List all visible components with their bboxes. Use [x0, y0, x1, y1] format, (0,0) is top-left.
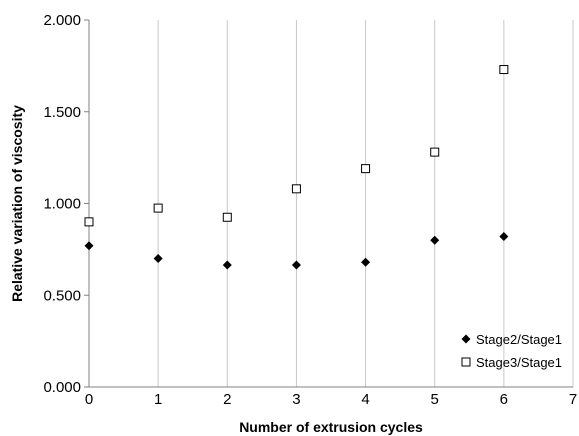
legend-marker-square	[461, 357, 471, 367]
x-tick-label: 3	[292, 391, 300, 408]
point-stage2-stage1	[153, 254, 163, 264]
point-stage3-stage1	[291, 184, 301, 194]
x-tick-label: 4	[361, 391, 369, 408]
point-stage3-stage1	[430, 147, 440, 157]
x-tick-label: 1	[154, 391, 162, 408]
y-tick-labels: 0.000 0.500 1.000 1.500 2.000	[43, 12, 89, 396]
point-stage2-stage1	[430, 235, 440, 245]
x-tick-label: 6	[500, 391, 508, 408]
point-stage3-stage1	[499, 65, 509, 75]
point-stage2-stage1	[499, 232, 509, 242]
point-stage3-stage1	[222, 212, 232, 222]
legend-label-stage3-stage1: Stage3/Stage1	[476, 355, 562, 370]
x-tick-label: 7	[569, 391, 577, 408]
point-stage2-stage1	[361, 257, 371, 267]
x-tick-labels: 0 1 2 3 4 5 6 7	[85, 391, 577, 408]
y-tick-label: 1.500	[43, 104, 81, 121]
y-tick-label: 2.000	[43, 12, 81, 29]
point-stage3-stage1	[153, 203, 163, 213]
legend-label-stage2-stage1: Stage2/Stage1	[476, 332, 562, 347]
legend: Stage2/Stage1 Stage3/Stage1	[461, 332, 562, 370]
x-tick-label: 5	[431, 391, 439, 408]
y-axis-title: Relative variation of viscosity	[9, 105, 25, 302]
point-stage2-stage1	[84, 241, 94, 251]
x-axis-title: Number of extrusion cycles	[239, 419, 423, 435]
x-tick-label: 2	[223, 391, 231, 408]
point-stage3-stage1	[361, 164, 371, 174]
y-tick-label: 0.000	[43, 379, 81, 396]
y-tick-label: 1.000	[43, 196, 81, 213]
legend-marker-diamond	[461, 334, 471, 344]
point-stage3-stage1	[84, 217, 94, 227]
point-stage2-stage1	[222, 260, 232, 270]
legend-item-stage3-stage1: Stage3/Stage1	[461, 355, 562, 370]
grid-lines	[157, 20, 574, 387]
legend-item-stage2-stage1: Stage2/Stage1	[461, 332, 562, 347]
point-stage2-stage1	[291, 260, 301, 270]
y-tick-label: 0.500	[43, 287, 81, 304]
data-points	[84, 65, 509, 270]
x-tick-label: 0	[85, 391, 93, 408]
